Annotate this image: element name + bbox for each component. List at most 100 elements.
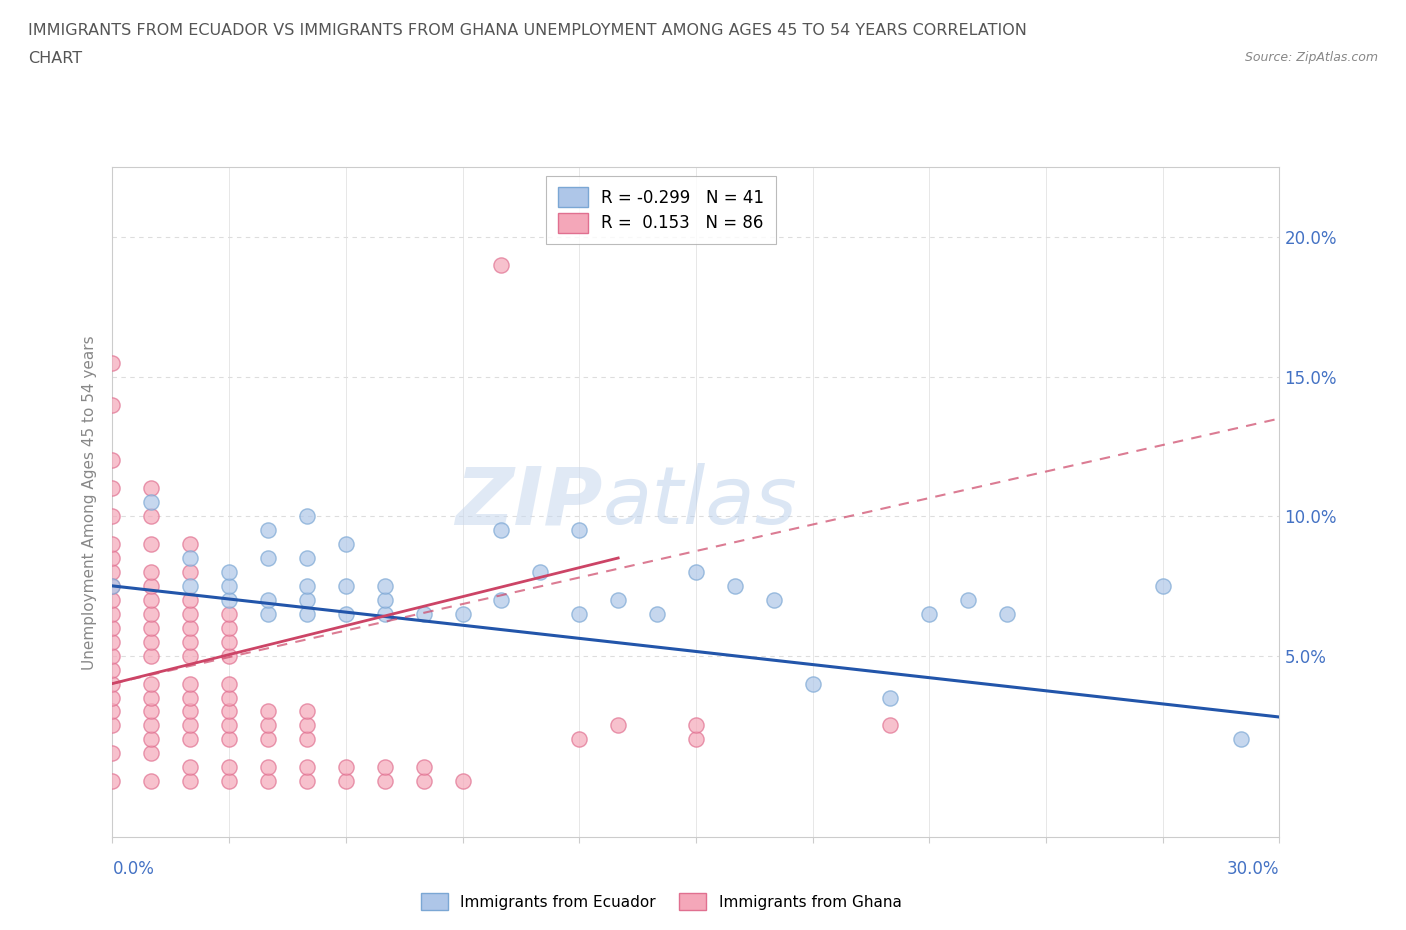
- Point: [179, 648, 201, 663]
- Point: [101, 746, 124, 761]
- Point: [101, 578, 124, 593]
- Point: [141, 746, 163, 761]
- Point: [141, 676, 163, 691]
- Point: [218, 718, 240, 733]
- Point: [101, 397, 124, 412]
- Point: [374, 592, 396, 607]
- Point: [335, 760, 357, 775]
- Point: [218, 648, 240, 663]
- Point: [141, 620, 163, 635]
- Point: [295, 704, 318, 719]
- Point: [141, 509, 163, 524]
- Point: [141, 495, 163, 510]
- Point: [101, 592, 124, 607]
- Point: [491, 592, 513, 607]
- Point: [1152, 578, 1174, 593]
- Point: [295, 509, 318, 524]
- Point: [295, 551, 318, 565]
- Point: [374, 606, 396, 621]
- Point: [179, 704, 201, 719]
- Point: [101, 551, 124, 565]
- Point: [141, 565, 163, 579]
- Point: [295, 592, 318, 607]
- Point: [101, 453, 124, 468]
- Point: [374, 774, 396, 789]
- Point: [685, 732, 707, 747]
- Point: [101, 676, 124, 691]
- Point: [335, 774, 357, 789]
- Point: [257, 551, 280, 565]
- Text: IMMIGRANTS FROM ECUADOR VS IMMIGRANTS FROM GHANA UNEMPLOYMENT AMONG AGES 45 TO 5: IMMIGRANTS FROM ECUADOR VS IMMIGRANTS FR…: [28, 23, 1026, 38]
- Point: [568, 523, 591, 538]
- Point: [141, 606, 163, 621]
- Point: [451, 606, 474, 621]
- Point: [101, 704, 124, 719]
- Point: [101, 509, 124, 524]
- Point: [218, 704, 240, 719]
- Point: [491, 258, 513, 272]
- Point: [218, 774, 240, 789]
- Point: [218, 732, 240, 747]
- Point: [179, 592, 201, 607]
- Point: [141, 578, 163, 593]
- Point: [101, 565, 124, 579]
- Point: [179, 718, 201, 733]
- Point: [879, 690, 901, 705]
- Text: 0.0%: 0.0%: [112, 860, 155, 878]
- Point: [101, 481, 124, 496]
- Point: [451, 774, 474, 789]
- Point: [218, 760, 240, 775]
- Point: [685, 718, 707, 733]
- Point: [179, 634, 201, 649]
- Point: [295, 718, 318, 733]
- Point: [101, 578, 124, 593]
- Point: [295, 774, 318, 789]
- Point: [218, 676, 240, 691]
- Point: [179, 551, 201, 565]
- Point: [529, 565, 551, 579]
- Point: [101, 634, 124, 649]
- Point: [141, 774, 163, 789]
- Text: 30.0%: 30.0%: [1227, 860, 1279, 878]
- Point: [179, 565, 201, 579]
- Point: [257, 732, 280, 747]
- Point: [1229, 732, 1251, 747]
- Point: [141, 690, 163, 705]
- Legend: Immigrants from Ecuador, Immigrants from Ghana: Immigrants from Ecuador, Immigrants from…: [415, 886, 907, 916]
- Point: [568, 732, 591, 747]
- Point: [141, 481, 163, 496]
- Point: [295, 732, 318, 747]
- Point: [879, 718, 901, 733]
- Point: [141, 732, 163, 747]
- Point: [218, 620, 240, 635]
- Point: [295, 606, 318, 621]
- Point: [685, 565, 707, 579]
- Point: [179, 732, 201, 747]
- Text: atlas: atlas: [603, 463, 797, 541]
- Point: [918, 606, 941, 621]
- Point: [335, 537, 357, 551]
- Point: [218, 634, 240, 649]
- Point: [724, 578, 747, 593]
- Point: [295, 760, 318, 775]
- Point: [218, 606, 240, 621]
- Point: [335, 606, 357, 621]
- Point: [141, 592, 163, 607]
- Point: [179, 676, 201, 691]
- Point: [141, 537, 163, 551]
- Point: [179, 774, 201, 789]
- Point: [141, 704, 163, 719]
- Point: [801, 676, 824, 691]
- Point: [101, 662, 124, 677]
- Point: [295, 578, 318, 593]
- Point: [762, 592, 785, 607]
- Point: [101, 718, 124, 733]
- Point: [257, 523, 280, 538]
- Point: [491, 523, 513, 538]
- Point: [218, 690, 240, 705]
- Point: [101, 537, 124, 551]
- Point: [179, 578, 201, 593]
- Point: [101, 606, 124, 621]
- Point: [412, 774, 434, 789]
- Point: [412, 606, 434, 621]
